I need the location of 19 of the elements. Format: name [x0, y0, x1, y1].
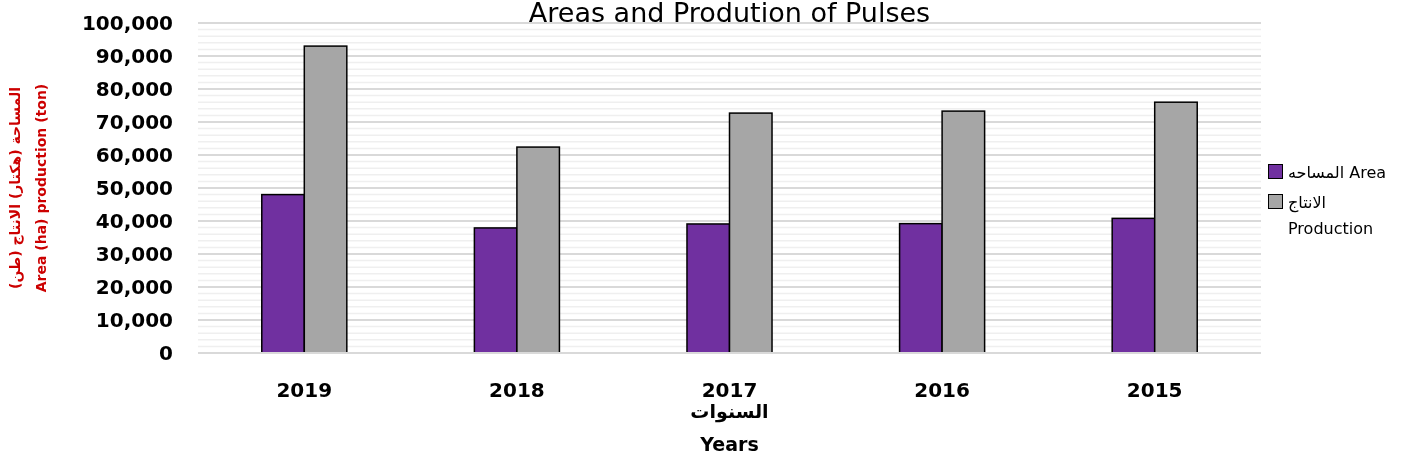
y-tick-label: 10,000 [95, 308, 173, 332]
y-tick-label: 50,000 [95, 176, 173, 200]
y-tick-label: 40,000 [95, 209, 173, 233]
legend-label: المساحه Area [1288, 162, 1388, 184]
x-tick-label: 2016 [914, 378, 970, 402]
x-tick-label: 2018 [489, 378, 545, 402]
y-tick-label: 60,000 [95, 143, 173, 167]
y-tick-label: 80,000 [95, 77, 173, 101]
y-tick-label: 30,000 [95, 242, 173, 266]
y-tick-label: 0 [159, 341, 173, 365]
chart-title: Areas and Prodution of Pulses [528, 0, 931, 28]
y-tick-label: 20,000 [95, 275, 173, 299]
x-tick-label: 2019 [276, 378, 333, 402]
x-tick-label: 2015 [1126, 378, 1183, 402]
x-tick-label: 2017 [701, 378, 758, 402]
legend-label: الانتاج Production [1288, 192, 1375, 240]
y-tick-label: 70,000 [95, 110, 173, 134]
y-tick-label: 100,000 [81, 11, 173, 35]
y-tick-label: 90,000 [95, 44, 173, 68]
